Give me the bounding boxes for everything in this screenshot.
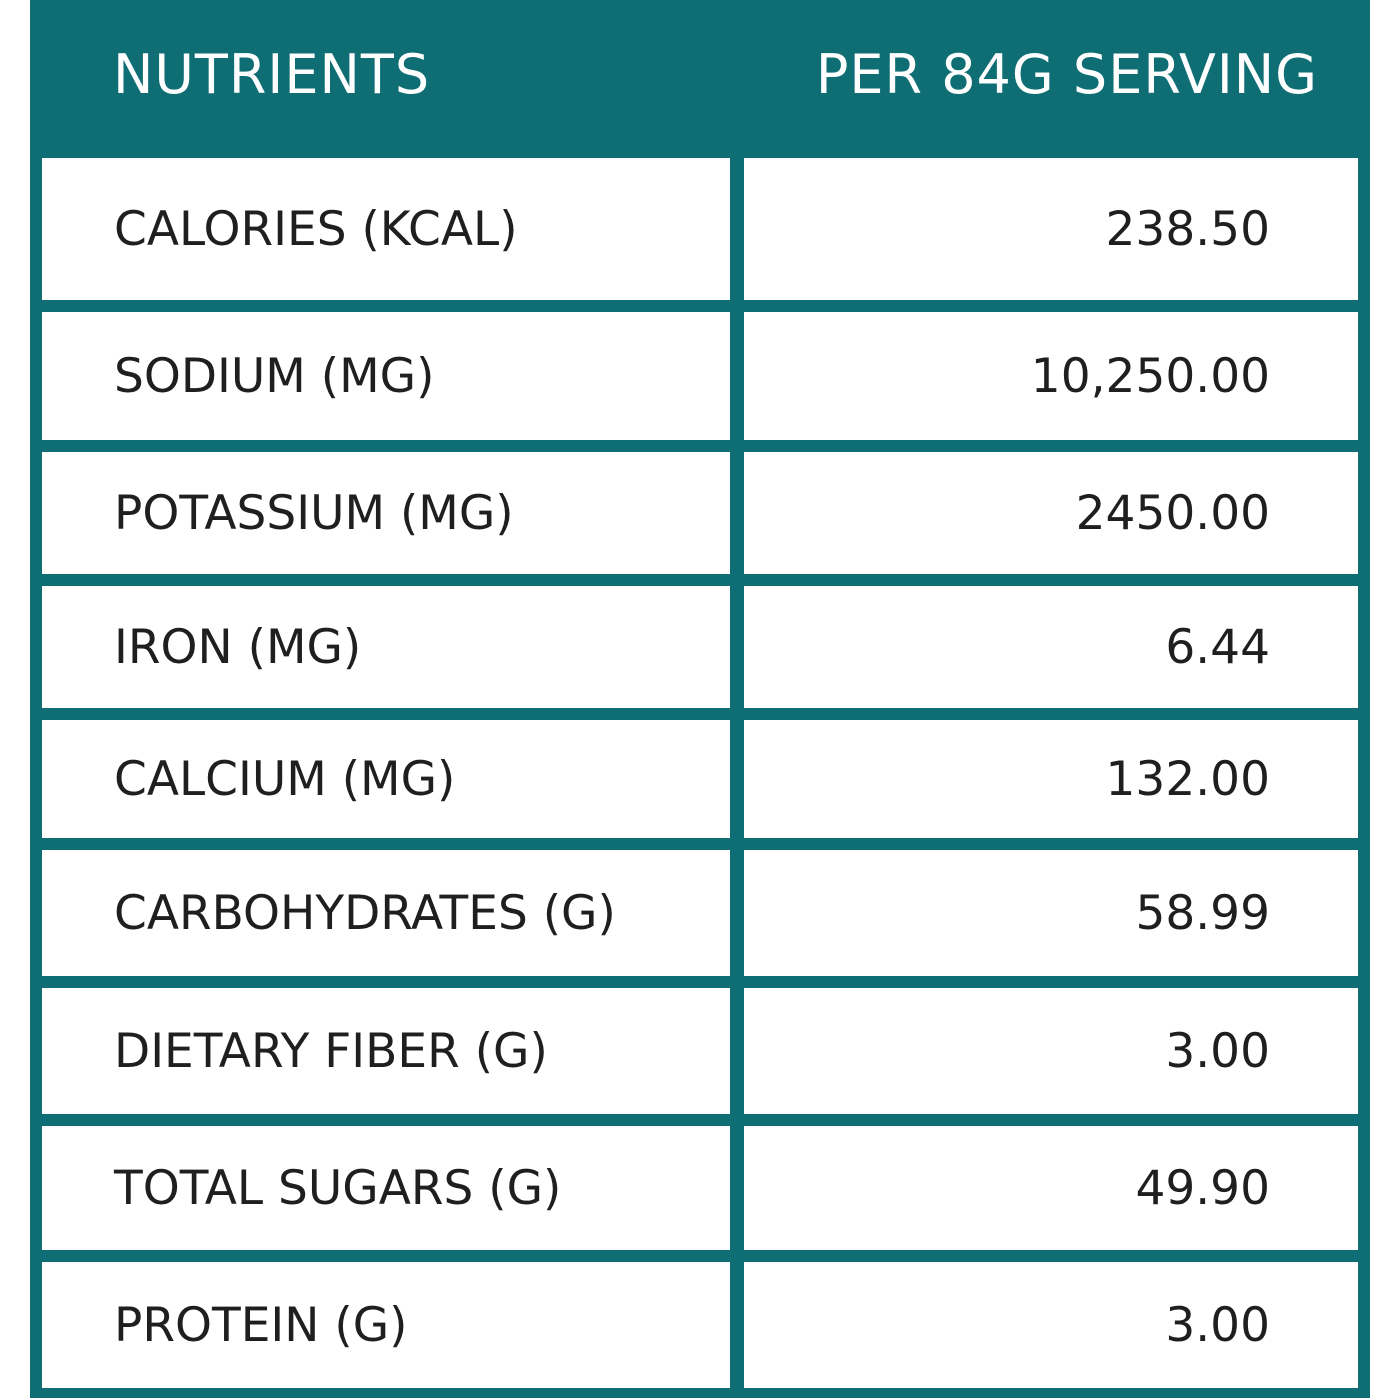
table-row: PROTEIN (G) 3.00 — [30, 1262, 1370, 1388]
nutrient-name: CALORIES (KCAL) — [42, 158, 730, 300]
nutrient-name: POTASSIUM (MG) — [42, 452, 730, 574]
nutrient-value: 132.00 — [744, 720, 1358, 838]
table-row: TOTAL SUGARS (G) 49.90 — [30, 1126, 1370, 1250]
nutrient-value: 3.00 — [744, 988, 1358, 1114]
table-row: CALORIES (KCAL) 238.50 — [30, 158, 1370, 300]
nutrient-value: 49.90 — [744, 1126, 1358, 1250]
nutrition-table: NUTRIENTS PER 84G SERVING CALORIES (KCAL… — [30, 0, 1370, 1398]
nutrient-name: PROTEIN (G) — [42, 1262, 730, 1388]
nutrient-value: 10,250.00 — [744, 312, 1358, 440]
table-row: POTASSIUM (MG) 2450.00 — [30, 452, 1370, 574]
nutrient-name: TOTAL SUGARS (G) — [42, 1126, 730, 1250]
table-row: CALCIUM (MG) 132.00 — [30, 720, 1370, 838]
table-row: CARBOHYDRATES (G) 58.99 — [30, 850, 1370, 976]
table-row: IRON (MG) 6.44 — [30, 586, 1370, 708]
nutrient-value: 3.00 — [744, 1262, 1358, 1388]
table-row: DIETARY FIBER (G) 3.00 — [30, 988, 1370, 1114]
table-row: SODIUM (MG) 10,250.00 — [30, 312, 1370, 440]
serving-column-header: PER 84G SERVING — [815, 43, 1318, 106]
nutrients-column-header: NUTRIENTS — [113, 43, 431, 106]
nutrient-value: 6.44 — [744, 586, 1358, 708]
nutrient-name: SODIUM (MG) — [42, 312, 730, 440]
nutrient-name: IRON (MG) — [42, 586, 730, 708]
nutrient-value: 238.50 — [744, 158, 1358, 300]
nutrient-name: CARBOHYDRATES (G) — [42, 850, 730, 976]
nutrient-value: 2450.00 — [744, 452, 1358, 574]
table-header: NUTRIENTS PER 84G SERVING — [30, 0, 1370, 156]
nutrient-name: CALCIUM (MG) — [42, 720, 730, 838]
nutrient-name: DIETARY FIBER (G) — [42, 988, 730, 1114]
nutrient-value: 58.99 — [744, 850, 1358, 976]
